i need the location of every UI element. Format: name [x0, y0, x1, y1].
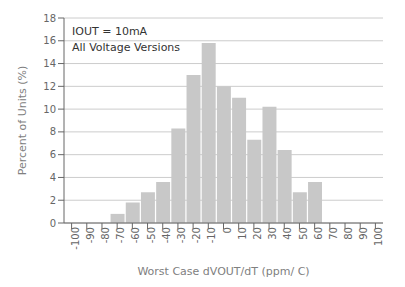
svg-text:-30: -30: [176, 227, 187, 243]
svg-text:20: 20: [252, 227, 263, 240]
svg-text:70: 70: [328, 227, 339, 240]
svg-text:90: 90: [358, 227, 369, 240]
svg-text:6: 6: [50, 149, 56, 160]
svg-text:0: 0: [50, 218, 56, 229]
html-text:IOUT = 10mA: IOUT = 10mA: [72, 25, 148, 38]
svg-text:14: 14: [43, 58, 56, 69]
svg-text:16: 16: [43, 35, 56, 46]
svg-text:0: 0: [222, 227, 233, 233]
svg-text:10: 10: [237, 227, 248, 240]
svg-text:50: 50: [298, 227, 309, 240]
svg-text:-100: -100: [70, 227, 81, 250]
svg-text:-80: -80: [100, 227, 111, 243]
svg-text:-70: -70: [115, 227, 126, 243]
svg-text:60: 60: [313, 227, 324, 240]
svg-text:-20: -20: [191, 227, 202, 243]
svg-text:8: 8: [50, 126, 56, 137]
svg-text:18: 18: [43, 13, 56, 24]
svg-text:-40: -40: [161, 227, 172, 243]
svg-text:2: 2: [50, 195, 56, 206]
svg-text:100: 100: [374, 227, 385, 246]
html-text:All Voltage Versions: All Voltage Versions: [72, 41, 181, 54]
svg-text:10: 10: [43, 104, 56, 115]
svg-text:-50: -50: [146, 227, 157, 243]
svg-text:40: 40: [282, 227, 293, 240]
svg-text:80: 80: [343, 227, 354, 240]
svg-text:-10: -10: [206, 227, 217, 243]
svg-text:30: 30: [267, 227, 278, 240]
svg-text:-90: -90: [85, 227, 96, 243]
svg-text:Percent of Units (%): Percent of Units (%): [16, 66, 29, 176]
svg-text:Worst Case dVOUT/dT (ppm/ C): Worst Case dVOUT/dT (ppm/ C): [137, 265, 309, 278]
svg-text:12: 12: [43, 81, 56, 92]
svg-text:4: 4: [50, 172, 56, 183]
svg-text:-60: -60: [130, 227, 141, 243]
